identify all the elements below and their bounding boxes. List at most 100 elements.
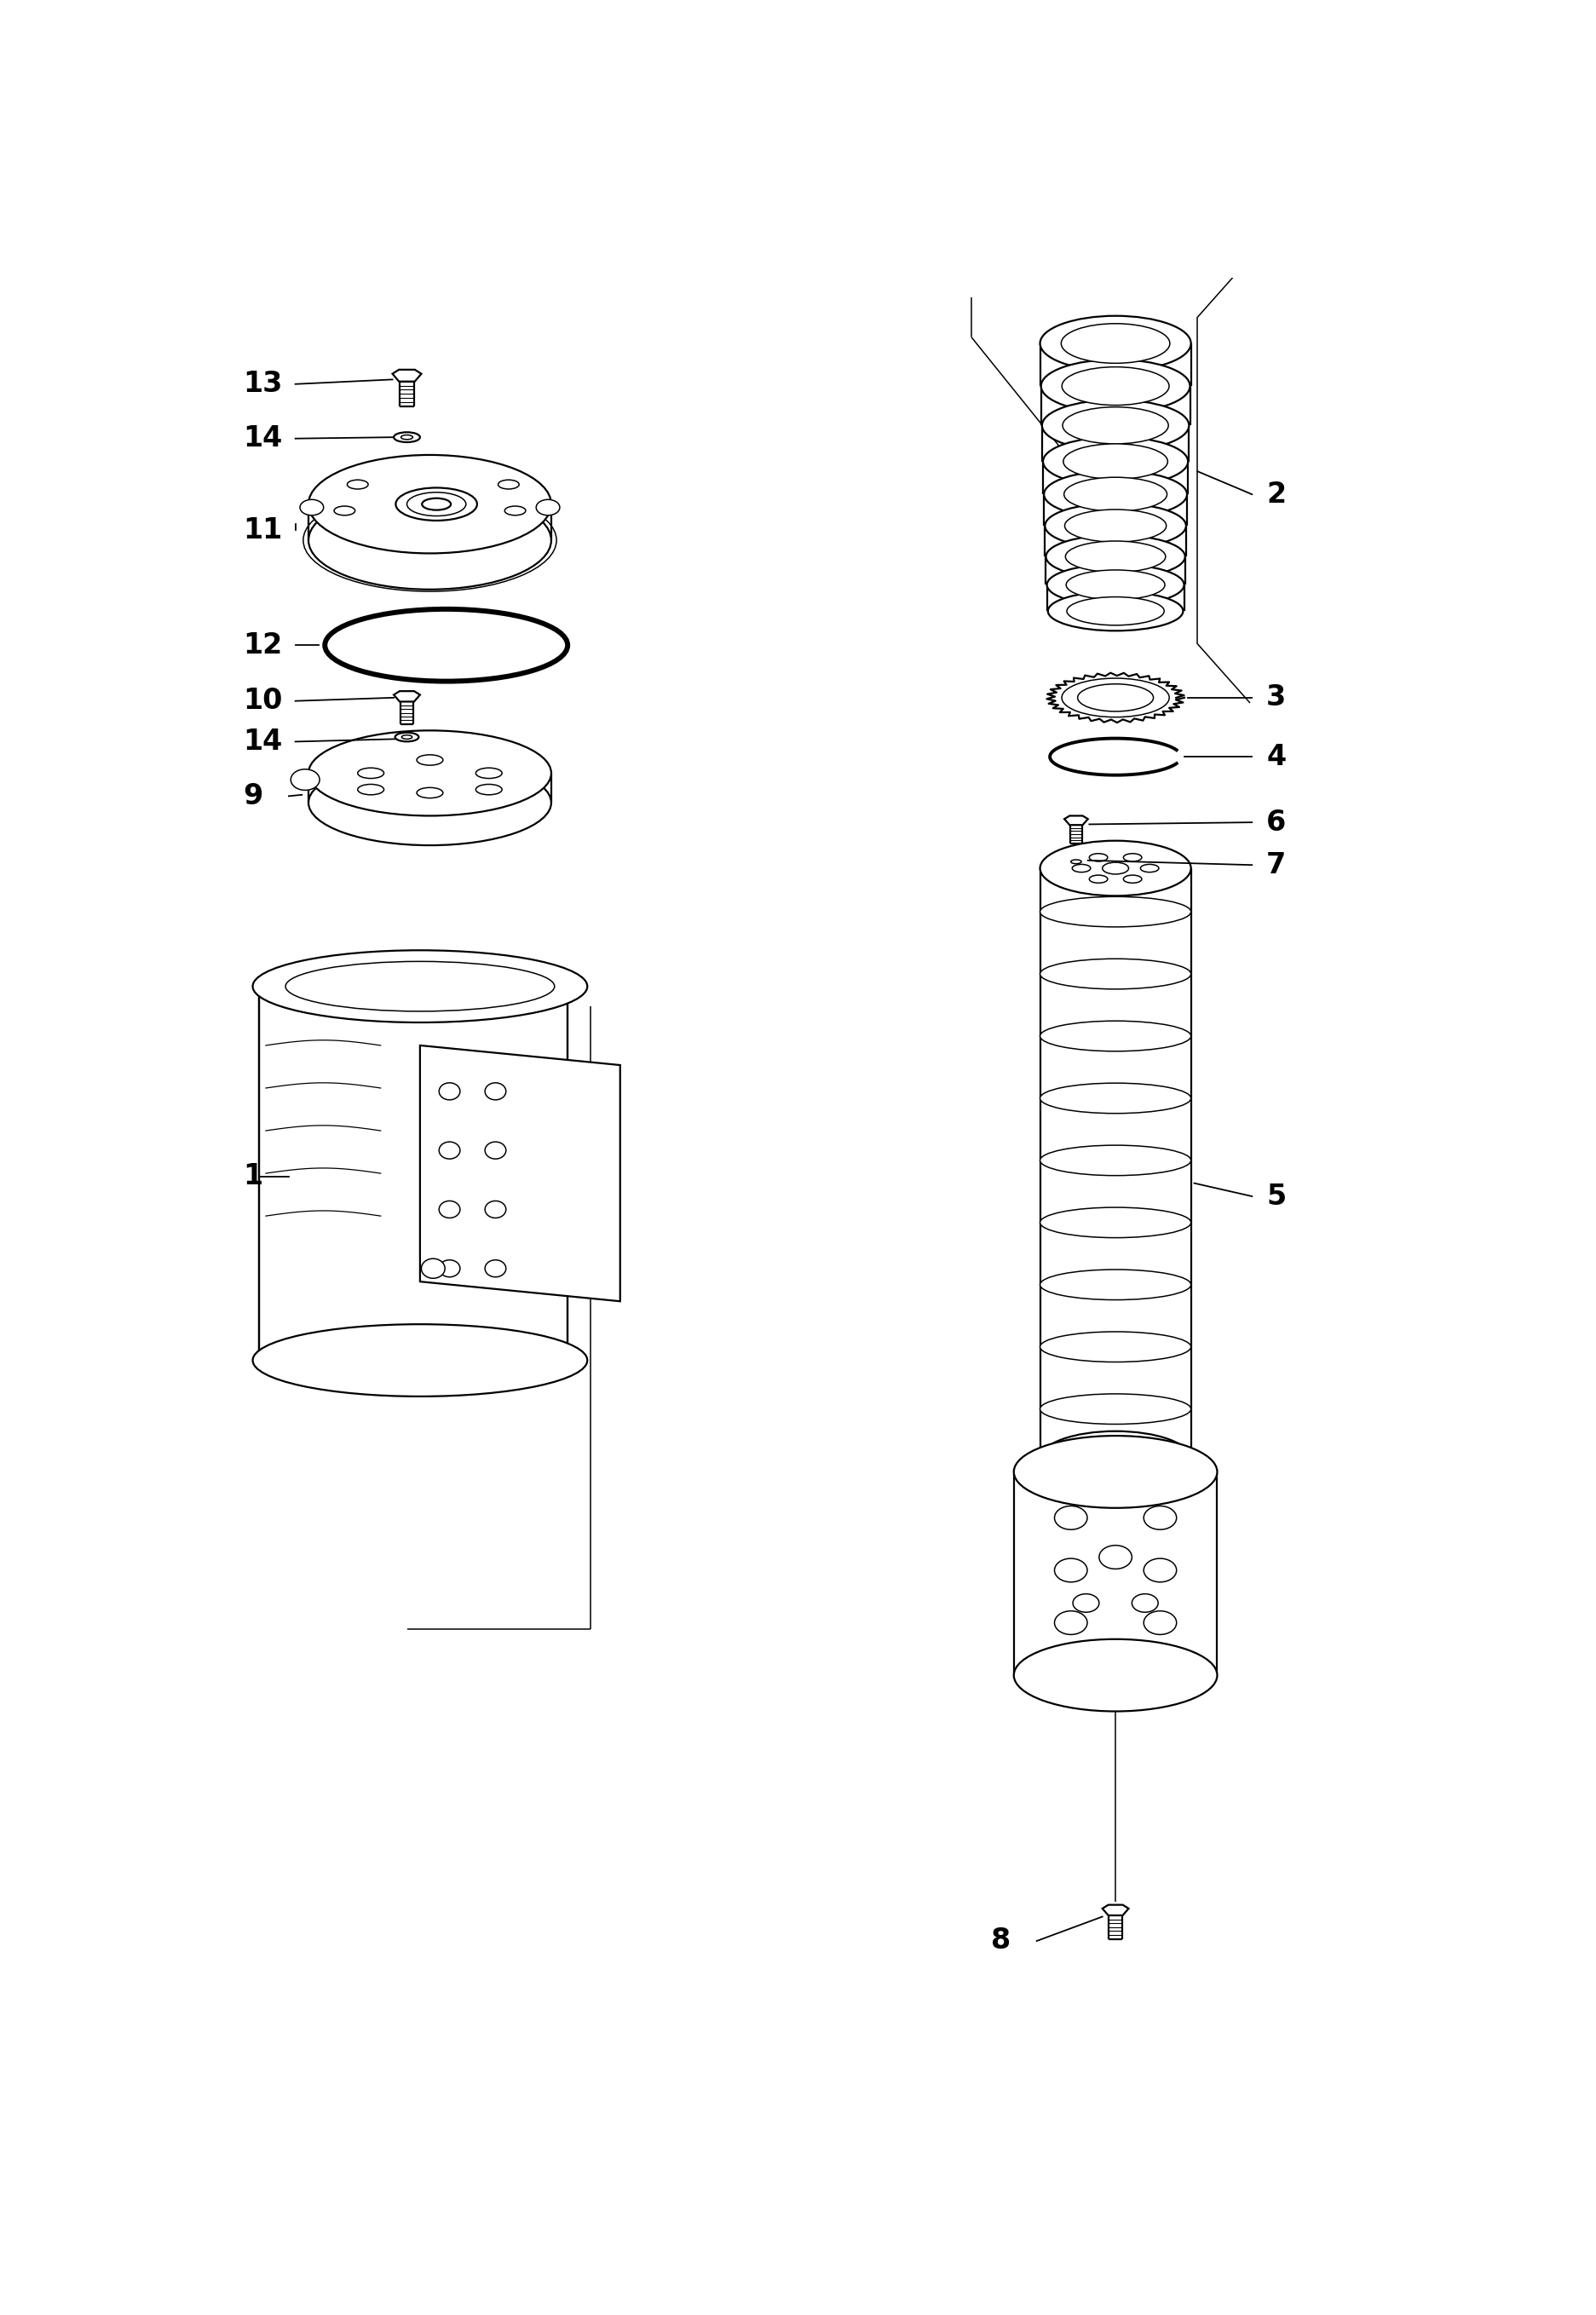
Ellipse shape	[1073, 863, 1090, 873]
Text: 12: 12	[243, 632, 282, 660]
Text: 10: 10	[243, 688, 282, 715]
Ellipse shape	[348, 479, 369, 488]
Text: 1: 1	[243, 1162, 263, 1190]
Ellipse shape	[485, 1259, 506, 1278]
Text: 13: 13	[243, 370, 282, 398]
Ellipse shape	[252, 1324, 587, 1396]
Ellipse shape	[485, 1083, 506, 1100]
Ellipse shape	[536, 500, 560, 516]
Polygon shape	[1065, 815, 1088, 824]
Ellipse shape	[1041, 896, 1191, 926]
Text: 11: 11	[243, 516, 282, 544]
Ellipse shape	[1044, 470, 1187, 519]
Ellipse shape	[1045, 535, 1186, 579]
Ellipse shape	[308, 732, 551, 815]
Ellipse shape	[504, 507, 525, 516]
Ellipse shape	[1065, 477, 1167, 512]
Ellipse shape	[252, 949, 587, 1023]
Ellipse shape	[1124, 875, 1141, 882]
Text: 9: 9	[243, 782, 263, 810]
Ellipse shape	[1077, 683, 1154, 711]
Ellipse shape	[1044, 438, 1187, 486]
Ellipse shape	[1041, 359, 1191, 412]
Ellipse shape	[1055, 1611, 1087, 1634]
Ellipse shape	[1041, 1021, 1191, 1051]
Ellipse shape	[1041, 1331, 1191, 1361]
Ellipse shape	[1013, 1639, 1218, 1711]
Ellipse shape	[439, 1259, 460, 1278]
Ellipse shape	[1103, 863, 1128, 875]
Ellipse shape	[1065, 509, 1167, 542]
Ellipse shape	[439, 1083, 460, 1100]
Ellipse shape	[1041, 315, 1191, 370]
Ellipse shape	[358, 785, 385, 794]
Text: 6: 6	[1266, 808, 1286, 836]
Ellipse shape	[1041, 840, 1191, 896]
Ellipse shape	[476, 785, 503, 794]
Ellipse shape	[1061, 678, 1170, 718]
Ellipse shape	[1055, 1558, 1087, 1581]
Ellipse shape	[1041, 1083, 1191, 1114]
Ellipse shape	[421, 1259, 445, 1278]
Polygon shape	[1103, 1905, 1128, 1915]
Polygon shape	[420, 1046, 621, 1301]
Polygon shape	[259, 993, 568, 1354]
Ellipse shape	[1124, 854, 1141, 861]
Ellipse shape	[1041, 1394, 1191, 1424]
Ellipse shape	[476, 769, 503, 778]
Ellipse shape	[1066, 597, 1163, 625]
Ellipse shape	[1061, 366, 1170, 405]
Ellipse shape	[1041, 1146, 1191, 1176]
Ellipse shape	[1144, 1558, 1176, 1581]
Polygon shape	[393, 370, 421, 382]
Ellipse shape	[402, 736, 412, 738]
Ellipse shape	[286, 961, 554, 1012]
Ellipse shape	[417, 755, 444, 766]
Ellipse shape	[394, 433, 420, 442]
Ellipse shape	[300, 500, 324, 516]
Ellipse shape	[1144, 1507, 1176, 1530]
Ellipse shape	[290, 769, 319, 789]
Ellipse shape	[334, 507, 354, 516]
Text: 2: 2	[1266, 479, 1286, 509]
Ellipse shape	[401, 435, 413, 440]
Ellipse shape	[417, 787, 444, 799]
Ellipse shape	[1066, 569, 1165, 600]
Ellipse shape	[1141, 863, 1159, 873]
Ellipse shape	[308, 759, 551, 845]
Text: 14: 14	[243, 424, 282, 454]
Ellipse shape	[1041, 1431, 1191, 1486]
Ellipse shape	[1041, 1208, 1191, 1239]
Polygon shape	[394, 692, 420, 701]
Text: 5: 5	[1266, 1183, 1286, 1211]
Ellipse shape	[421, 498, 450, 509]
Ellipse shape	[1063, 407, 1168, 444]
Ellipse shape	[1071, 859, 1082, 863]
Ellipse shape	[1061, 324, 1170, 363]
Ellipse shape	[1049, 590, 1183, 630]
Ellipse shape	[498, 479, 519, 488]
Ellipse shape	[308, 491, 551, 590]
Ellipse shape	[1041, 958, 1191, 989]
Ellipse shape	[439, 1201, 460, 1218]
Ellipse shape	[485, 1201, 506, 1218]
Ellipse shape	[1013, 1435, 1218, 1507]
Text: 8: 8	[991, 1926, 1010, 1954]
Text: 4: 4	[1266, 743, 1286, 771]
Ellipse shape	[396, 732, 418, 741]
Text: 3: 3	[1266, 683, 1286, 711]
Ellipse shape	[439, 1141, 460, 1160]
Ellipse shape	[1088, 854, 1108, 861]
Ellipse shape	[1066, 542, 1165, 572]
Ellipse shape	[1132, 1595, 1159, 1611]
Ellipse shape	[358, 769, 385, 778]
Text: 14: 14	[243, 727, 282, 755]
Ellipse shape	[1055, 1507, 1087, 1530]
Ellipse shape	[308, 456, 551, 553]
Ellipse shape	[1066, 859, 1087, 866]
Ellipse shape	[1045, 502, 1186, 549]
Text: 7: 7	[1266, 852, 1286, 880]
Ellipse shape	[396, 488, 477, 521]
Ellipse shape	[326, 609, 568, 681]
Ellipse shape	[485, 1141, 506, 1160]
